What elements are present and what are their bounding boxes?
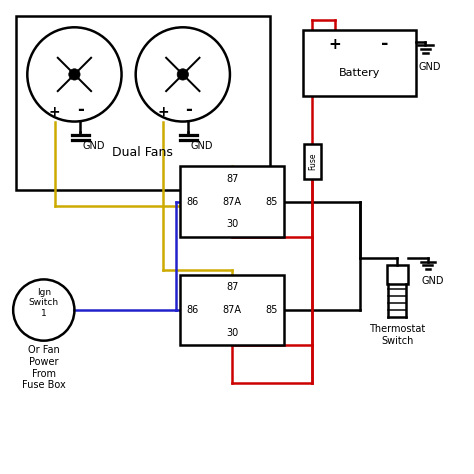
Text: -: - xyxy=(185,101,192,119)
FancyBboxPatch shape xyxy=(387,265,408,284)
Text: -: - xyxy=(381,35,388,53)
Text: 87A: 87A xyxy=(223,197,242,207)
FancyBboxPatch shape xyxy=(181,166,284,237)
Text: GND: GND xyxy=(82,141,105,151)
Text: +: + xyxy=(328,36,341,52)
Text: GND: GND xyxy=(421,276,444,286)
Text: 85: 85 xyxy=(265,305,278,315)
Text: 86: 86 xyxy=(187,197,199,207)
Circle shape xyxy=(177,69,189,80)
Text: -: - xyxy=(77,101,83,119)
Circle shape xyxy=(69,69,80,80)
Text: 87A: 87A xyxy=(223,305,242,315)
FancyBboxPatch shape xyxy=(303,30,416,96)
Text: +: + xyxy=(157,105,169,119)
FancyBboxPatch shape xyxy=(181,275,284,346)
Text: Or Fan
Power
From
Fuse Box: Or Fan Power From Fuse Box xyxy=(22,346,66,390)
Text: +: + xyxy=(49,105,61,119)
Text: Dual Fans: Dual Fans xyxy=(112,146,173,159)
Text: Battery: Battery xyxy=(339,67,380,78)
Text: GND: GND xyxy=(191,141,213,151)
Text: Ign
Switch
1: Ign Switch 1 xyxy=(29,288,59,318)
Text: 87: 87 xyxy=(226,174,238,184)
Text: 86: 86 xyxy=(187,305,199,315)
Text: Thermostat
Switch: Thermostat Switch xyxy=(369,324,425,346)
Text: 85: 85 xyxy=(265,197,278,207)
Text: GND: GND xyxy=(419,62,441,72)
Text: 30: 30 xyxy=(226,328,238,337)
Text: 87: 87 xyxy=(226,283,238,292)
Text: Fuse: Fuse xyxy=(308,153,317,170)
FancyBboxPatch shape xyxy=(304,144,320,179)
FancyBboxPatch shape xyxy=(16,16,270,190)
Text: 30: 30 xyxy=(226,219,238,229)
